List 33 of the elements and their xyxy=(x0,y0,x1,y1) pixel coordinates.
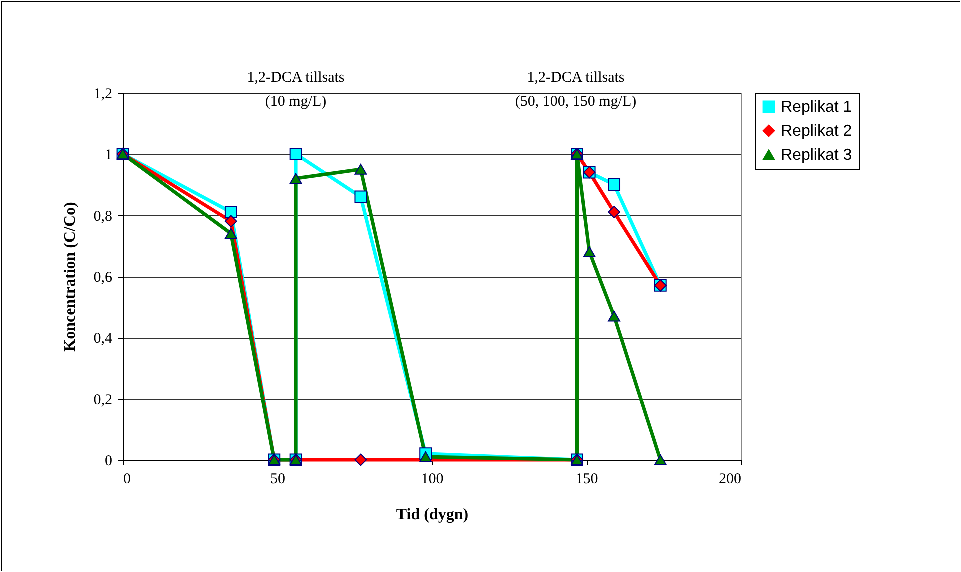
x-tick-label: 100 xyxy=(421,472,444,488)
annotation: 1,2-DCA tillsats (50, 100, 150 mg/L) xyxy=(515,70,637,110)
point xyxy=(290,148,302,160)
point xyxy=(608,178,621,191)
x-axis-title: Tid (dygn) xyxy=(396,506,469,524)
legend-label: Replikat 2 xyxy=(781,123,852,140)
x-tick-label: 0 xyxy=(124,472,131,488)
y-tick-label: 1 xyxy=(105,148,112,164)
point xyxy=(290,173,302,184)
point xyxy=(608,310,621,322)
x-tick-label: 150 xyxy=(576,472,598,488)
point xyxy=(224,228,238,240)
y-tick-label: 1,2 xyxy=(94,86,112,102)
x-tick-label: 200 xyxy=(719,472,742,488)
point xyxy=(354,164,368,175)
legend-label: Replikat 1 xyxy=(781,99,852,116)
point xyxy=(654,454,667,466)
annotation: 1,2-DCA tillsats (10 mg/L) xyxy=(247,70,345,110)
point xyxy=(608,206,621,218)
point xyxy=(583,246,596,258)
y-tick-label: 0,6 xyxy=(94,270,113,286)
legend-label: Replikat 3 xyxy=(781,147,852,164)
point xyxy=(354,454,368,466)
y-tick-label: 0,2 xyxy=(94,392,112,408)
point xyxy=(224,215,238,228)
y-tick-label: 0 xyxy=(105,454,112,470)
point xyxy=(420,452,432,462)
point xyxy=(224,206,238,218)
x-tick-label: 50 xyxy=(270,472,286,488)
y-tick-label: 0,4 xyxy=(94,331,113,348)
y-axis-title: Koncentration (C/Co) xyxy=(62,202,79,352)
point xyxy=(354,190,368,204)
y-tick-label: 0,8 xyxy=(94,208,112,225)
